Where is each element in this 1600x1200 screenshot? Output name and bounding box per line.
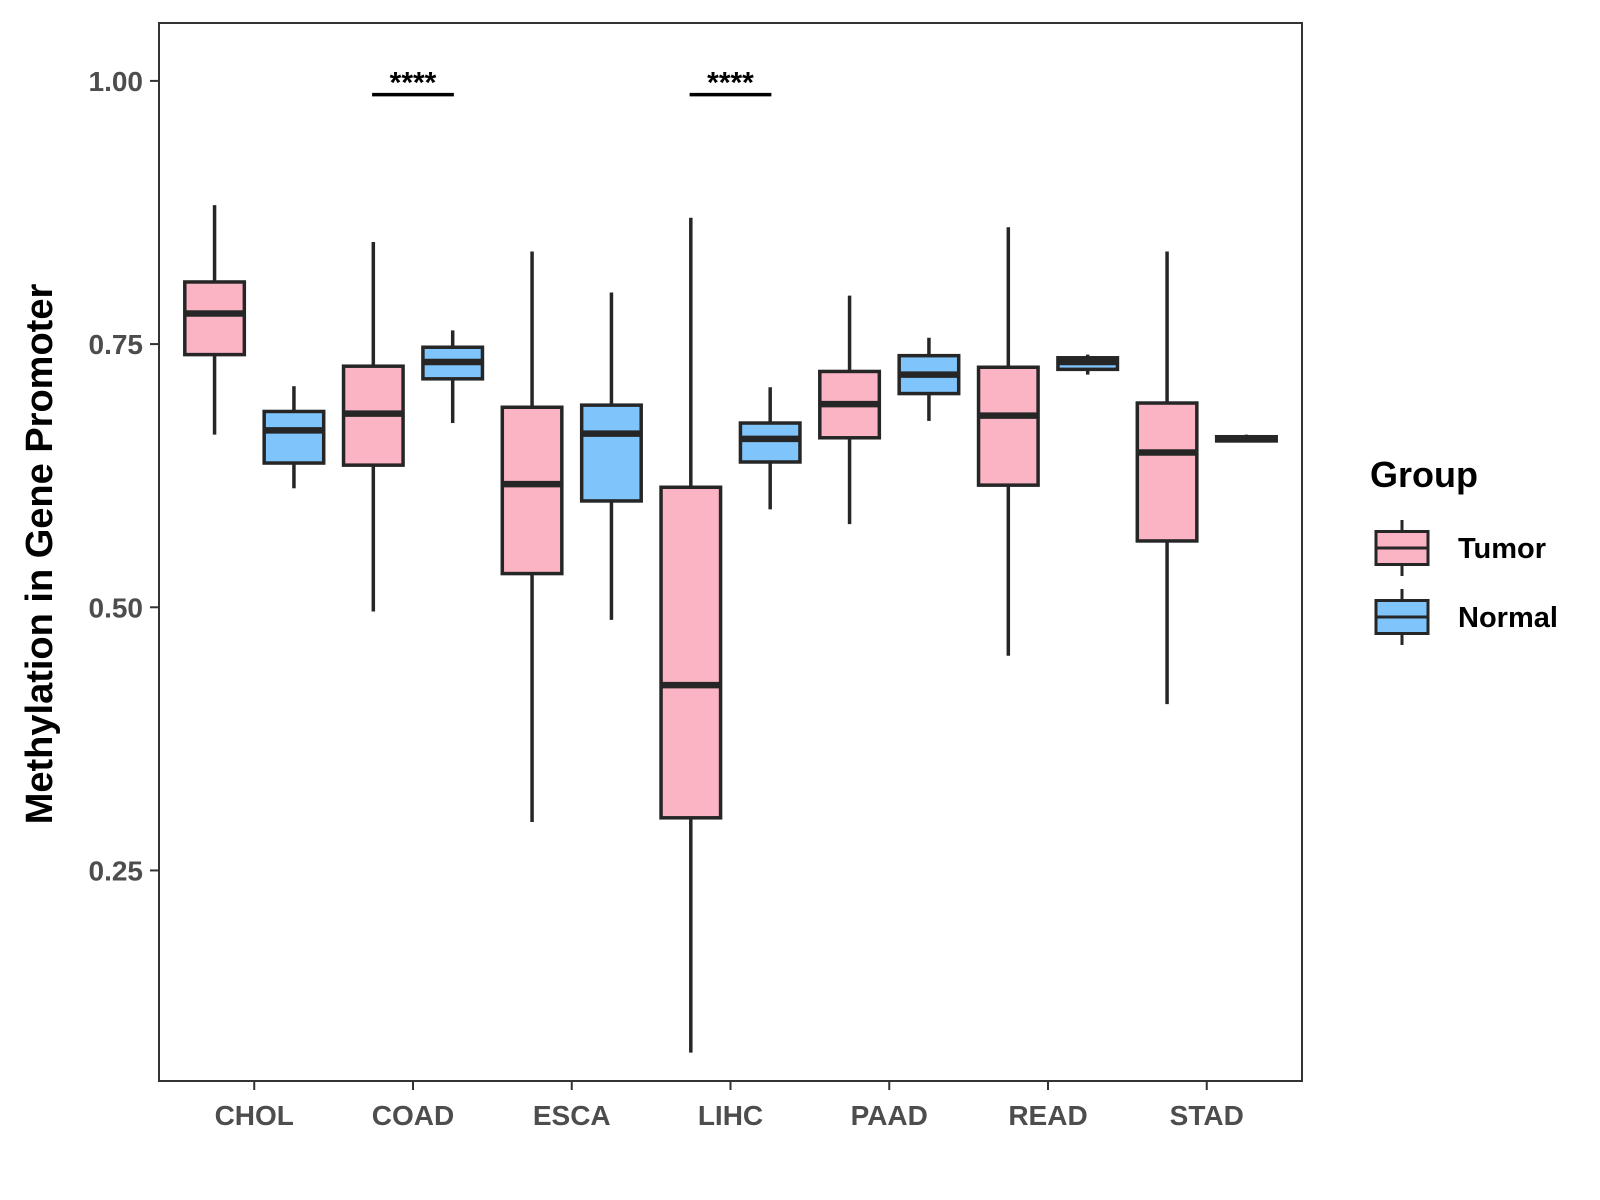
legend-title: Group (1370, 454, 1478, 495)
box-tumor-paad (818, 295, 882, 525)
box-tumor-coad (341, 241, 405, 612)
x-tick-label-lihc: LIHC (698, 1100, 763, 1131)
box-tumor-esca (500, 251, 564, 823)
box-body (183, 280, 247, 357)
x-axis: CHOL COAD ESCA LIHC PAAD READ STAD (215, 1081, 1244, 1131)
significance-label-coad: **** (390, 67, 437, 100)
legend-key-tumor (1374, 520, 1430, 576)
box-body (262, 409, 326, 465)
box-body (659, 485, 723, 820)
box-normal-esca (579, 292, 643, 620)
x-tick-label-paad: PAAD (851, 1100, 928, 1131)
legend-label-tumor: Tumor (1458, 533, 1546, 565)
box-normal-paad (897, 337, 961, 421)
legend: Group Tumor Normal (1370, 454, 1558, 645)
box-tumor-stad (1135, 251, 1199, 705)
box-body (976, 365, 1040, 487)
legend-label-normal: Normal (1458, 602, 1558, 634)
x-tick-label-esca: ESCA (533, 1100, 611, 1131)
significance-annotations: **** **** (372, 67, 772, 100)
box-body (500, 405, 564, 576)
box-normal-lihc (738, 387, 802, 510)
box-tumor-lihc (659, 217, 723, 1053)
y-tick-label: 0.25 (89, 855, 144, 886)
x-tick-label-coad: COAD (372, 1100, 454, 1131)
box-body (1135, 401, 1199, 543)
box-normal-read (1056, 354, 1120, 375)
box-normal-coad (421, 330, 485, 424)
y-tick-label: 0.75 (89, 329, 144, 360)
box-normal-chol (262, 386, 326, 489)
box-normal-stad (1214, 434, 1278, 443)
y-axis: 0.25 0.50 0.75 1.00 (89, 66, 159, 886)
y-tick-label: 1.00 (89, 66, 144, 97)
significance-label-lihc: **** (707, 67, 754, 100)
plot-panel (158, 22, 1303, 1082)
box-tumor-chol (183, 205, 247, 435)
box-body (579, 403, 643, 503)
box-series (183, 205, 1278, 1053)
x-tick-label-stad: STAD (1170, 1100, 1244, 1131)
box-tumor-read (976, 227, 1040, 656)
legend-key-normal (1374, 589, 1430, 645)
box-body (738, 421, 802, 464)
x-tick-label-read: READ (1008, 1100, 1087, 1131)
y-axis-title: Methylation in Gene Promoter (19, 284, 61, 825)
y-tick-label: 0.50 (89, 592, 144, 623)
x-tick-label-chol: CHOL (215, 1100, 294, 1131)
